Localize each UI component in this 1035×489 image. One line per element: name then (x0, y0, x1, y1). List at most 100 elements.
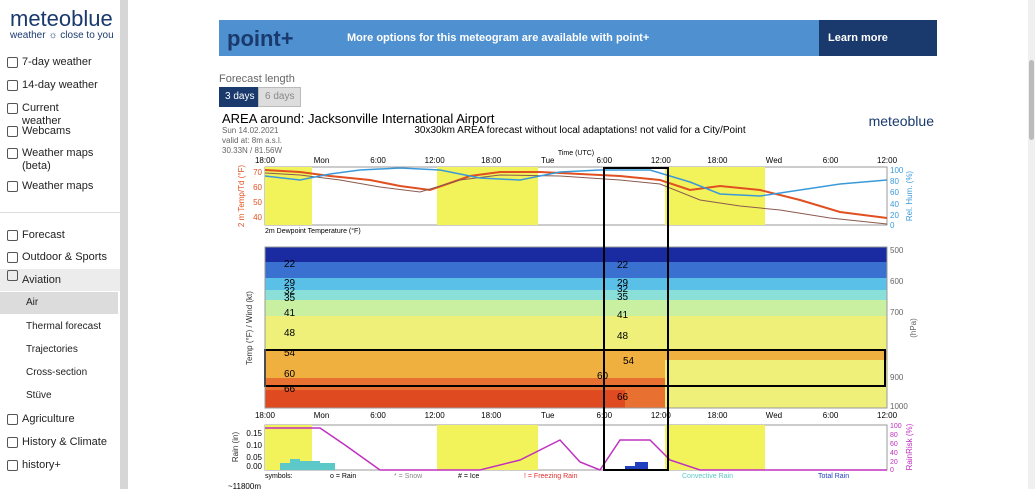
tick: 0.00 (246, 462, 262, 471)
selection-box (603, 167, 669, 471)
legend-item: Total Rain (818, 473, 849, 480)
icon (7, 103, 18, 114)
menu-item[interactable]: history+ (0, 459, 120, 472)
icon (7, 460, 18, 471)
banner-text: More options for this meteogram are avai… (347, 32, 650, 44)
nav-item[interactable]: Webcams (0, 125, 100, 138)
iso-label: 66 (617, 392, 629, 403)
time-label: Mon (314, 411, 330, 420)
option[interactable]: 6 days (258, 87, 302, 107)
tick: 100 (890, 423, 902, 430)
option[interactable]: 3 days (219, 87, 261, 107)
submenu-item[interactable]: Thermal forecast (26, 321, 102, 332)
tick: 0 (890, 467, 894, 474)
nav-item[interactable]: Weather maps (beta) (0, 147, 100, 173)
scroll-thumb[interactable] (1029, 60, 1034, 140)
coords: 30.33N / 81.56W (222, 146, 282, 155)
temp-line (264, 169, 888, 219)
altitude: ~11800m (228, 482, 261, 489)
banner-brand: point+ (227, 26, 294, 51)
submenu-item[interactable]: Cross-section (26, 367, 88, 378)
time-label: 18:00 (255, 411, 276, 420)
iso-label: 35 (617, 292, 629, 303)
time-label: Mon (314, 156, 330, 165)
nav-item[interactable]: 7-day weather (0, 56, 100, 69)
legend-item: # = Ice (458, 473, 479, 480)
menu-item[interactable]: History & Climate (0, 436, 120, 449)
banner[interactable]: point+ More options for this meteogram a… (219, 20, 937, 56)
brand: meteoblue (869, 113, 935, 129)
time-label: 18:00 (481, 156, 502, 165)
icon (7, 230, 18, 241)
time-label: 6:00 (370, 156, 386, 165)
tick: 100 (890, 166, 904, 175)
iso-label: 48 (284, 328, 296, 339)
icon (7, 148, 18, 159)
iso-label: 22 (617, 260, 629, 271)
forecast-length: Forecast length (219, 73, 295, 85)
iso-label: 29 (284, 278, 296, 289)
iso-label: 60 (597, 371, 609, 382)
time-label: 18:00 (481, 411, 502, 420)
time-label: 6:00 (597, 411, 613, 420)
iso-label: 29 (617, 278, 629, 289)
submenu-item[interactable]: Trajectories (26, 344, 78, 355)
panel (264, 246, 888, 409)
time-label: 18:00 (707, 411, 728, 420)
axis-label: 2 m Temp/Td (°F) (237, 165, 246, 228)
icon (7, 181, 18, 192)
layer (265, 316, 887, 350)
icon (7, 57, 18, 68)
tick: 40 (890, 450, 898, 457)
tick: 700 (890, 308, 904, 317)
time-label: 6:00 (823, 156, 839, 165)
tick: 40 (890, 200, 899, 209)
axis-label: Temp (°F) / Wind (kt) (245, 291, 254, 365)
tick: 0 (890, 221, 895, 230)
time-label: 6:00 (597, 156, 613, 165)
icon (7, 270, 18, 281)
tick: 0.05 (246, 453, 262, 462)
layer (265, 278, 887, 292)
sidebar: meteoblue weather ☼ close to you 7-day w… (0, 0, 120, 489)
icon (7, 80, 18, 91)
nav-item[interactable]: Current weather (0, 102, 100, 128)
time-label: 12:00 (651, 411, 672, 420)
tick: 80 (890, 432, 898, 439)
menu-item[interactable]: Agriculture (0, 413, 120, 426)
tick: 20 (890, 459, 898, 466)
legend-item: o = Rain (330, 473, 356, 480)
scrollbar[interactable] (120, 0, 128, 489)
menu-item[interactable]: Forecast (0, 229, 120, 242)
dew-line (264, 172, 888, 225)
total-rain (625, 462, 648, 470)
iso-label: 60 (284, 369, 296, 380)
logo[interactable]: meteoblue (10, 6, 113, 31)
iso-label: 54 (623, 356, 635, 367)
layer (665, 360, 887, 408)
daylight (665, 425, 765, 470)
humidity-line (264, 167, 888, 197)
scrollbar[interactable] (1028, 0, 1035, 489)
tick: 600 (890, 277, 904, 286)
nav-item[interactable]: 14-day weather (0, 79, 100, 92)
icon (7, 252, 18, 263)
time-axis: Time (UTC) (558, 150, 594, 157)
time-label: 12:00 (877, 156, 898, 165)
nav-item[interactable]: Weather maps (0, 180, 100, 193)
iso-label: 32 (284, 286, 296, 297)
learn-more[interactable]: Learn more (819, 20, 937, 56)
time-label: 18:00 (707, 156, 728, 165)
submenu-item[interactable]: Air (0, 292, 118, 314)
submenu-item[interactable]: Stüve (26, 390, 52, 401)
dew-label: 2m Dewpoint Temperature (°F) (265, 227, 361, 235)
time-label: Tue (541, 411, 555, 420)
time-label: 18:00 (255, 156, 276, 165)
time-label: 12:00 (651, 156, 672, 165)
tick: 40 (253, 213, 262, 222)
time-label: 12:00 (425, 156, 446, 165)
menu-item[interactable]: Aviation (0, 269, 120, 291)
menu-item[interactable]: Outdoor & Sports (0, 251, 120, 264)
tick: 500 (890, 246, 904, 255)
